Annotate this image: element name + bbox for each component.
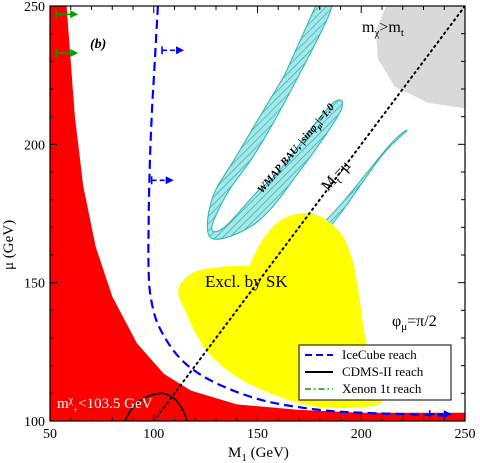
lep-exclusion-region: [50, 6, 465, 421]
mt-equals-mu-line: [152, 6, 465, 421]
x-tick-label: 250: [455, 427, 476, 442]
y-tick-label: 250: [24, 0, 45, 15]
lep-bound-label: mχ+<103.5 GeV: [57, 395, 153, 415]
y-axis-label: μ (GeV): [1, 220, 17, 270]
legend: IceCube reach CDMS-II reach Xenon 1t rea…: [298, 344, 452, 401]
reach-arrow-icon: [55, 49, 79, 58]
x-tick-label: 50: [43, 427, 57, 442]
y-tick-label: 100: [24, 415, 45, 430]
reach-arrow-icon: [428, 410, 452, 419]
y-tick-label: 150: [24, 277, 45, 292]
reach-arrow-icon: [161, 46, 185, 55]
y-tick-label: 200: [24, 138, 45, 153]
series-line-icecube-reach: [147, 6, 445, 417]
x-tick-label: 200: [351, 427, 372, 442]
sk-region-label: Excl. by SK: [205, 272, 288, 291]
top-exclusion-region: [375, 6, 465, 109]
wmap-band-main: [206, 6, 344, 240]
reach-arrow-icon: [150, 176, 174, 185]
series-line-cdms-ii-reach: [124, 392, 188, 421]
legend-label-cdms: CDMS-II reach: [342, 364, 424, 379]
legend-label-icecube: IceCube reach: [342, 347, 417, 362]
top-region-label: mχ>mt: [362, 19, 404, 39]
x-tick-label: 150: [247, 427, 268, 442]
reach-arrow-icon: [55, 10, 79, 19]
phase-label: φμ=π/2: [392, 313, 437, 333]
panel-label: (b): [90, 37, 106, 52]
x-axis-label: M1 (GeV): [228, 445, 289, 463]
diagonal-label: Mt=μ: [318, 157, 356, 196]
legend-label-xenon: Xenon 1t reach: [342, 381, 422, 396]
wmap-band-lower: [310, 129, 408, 252]
x-tick-label: 100: [143, 427, 164, 442]
